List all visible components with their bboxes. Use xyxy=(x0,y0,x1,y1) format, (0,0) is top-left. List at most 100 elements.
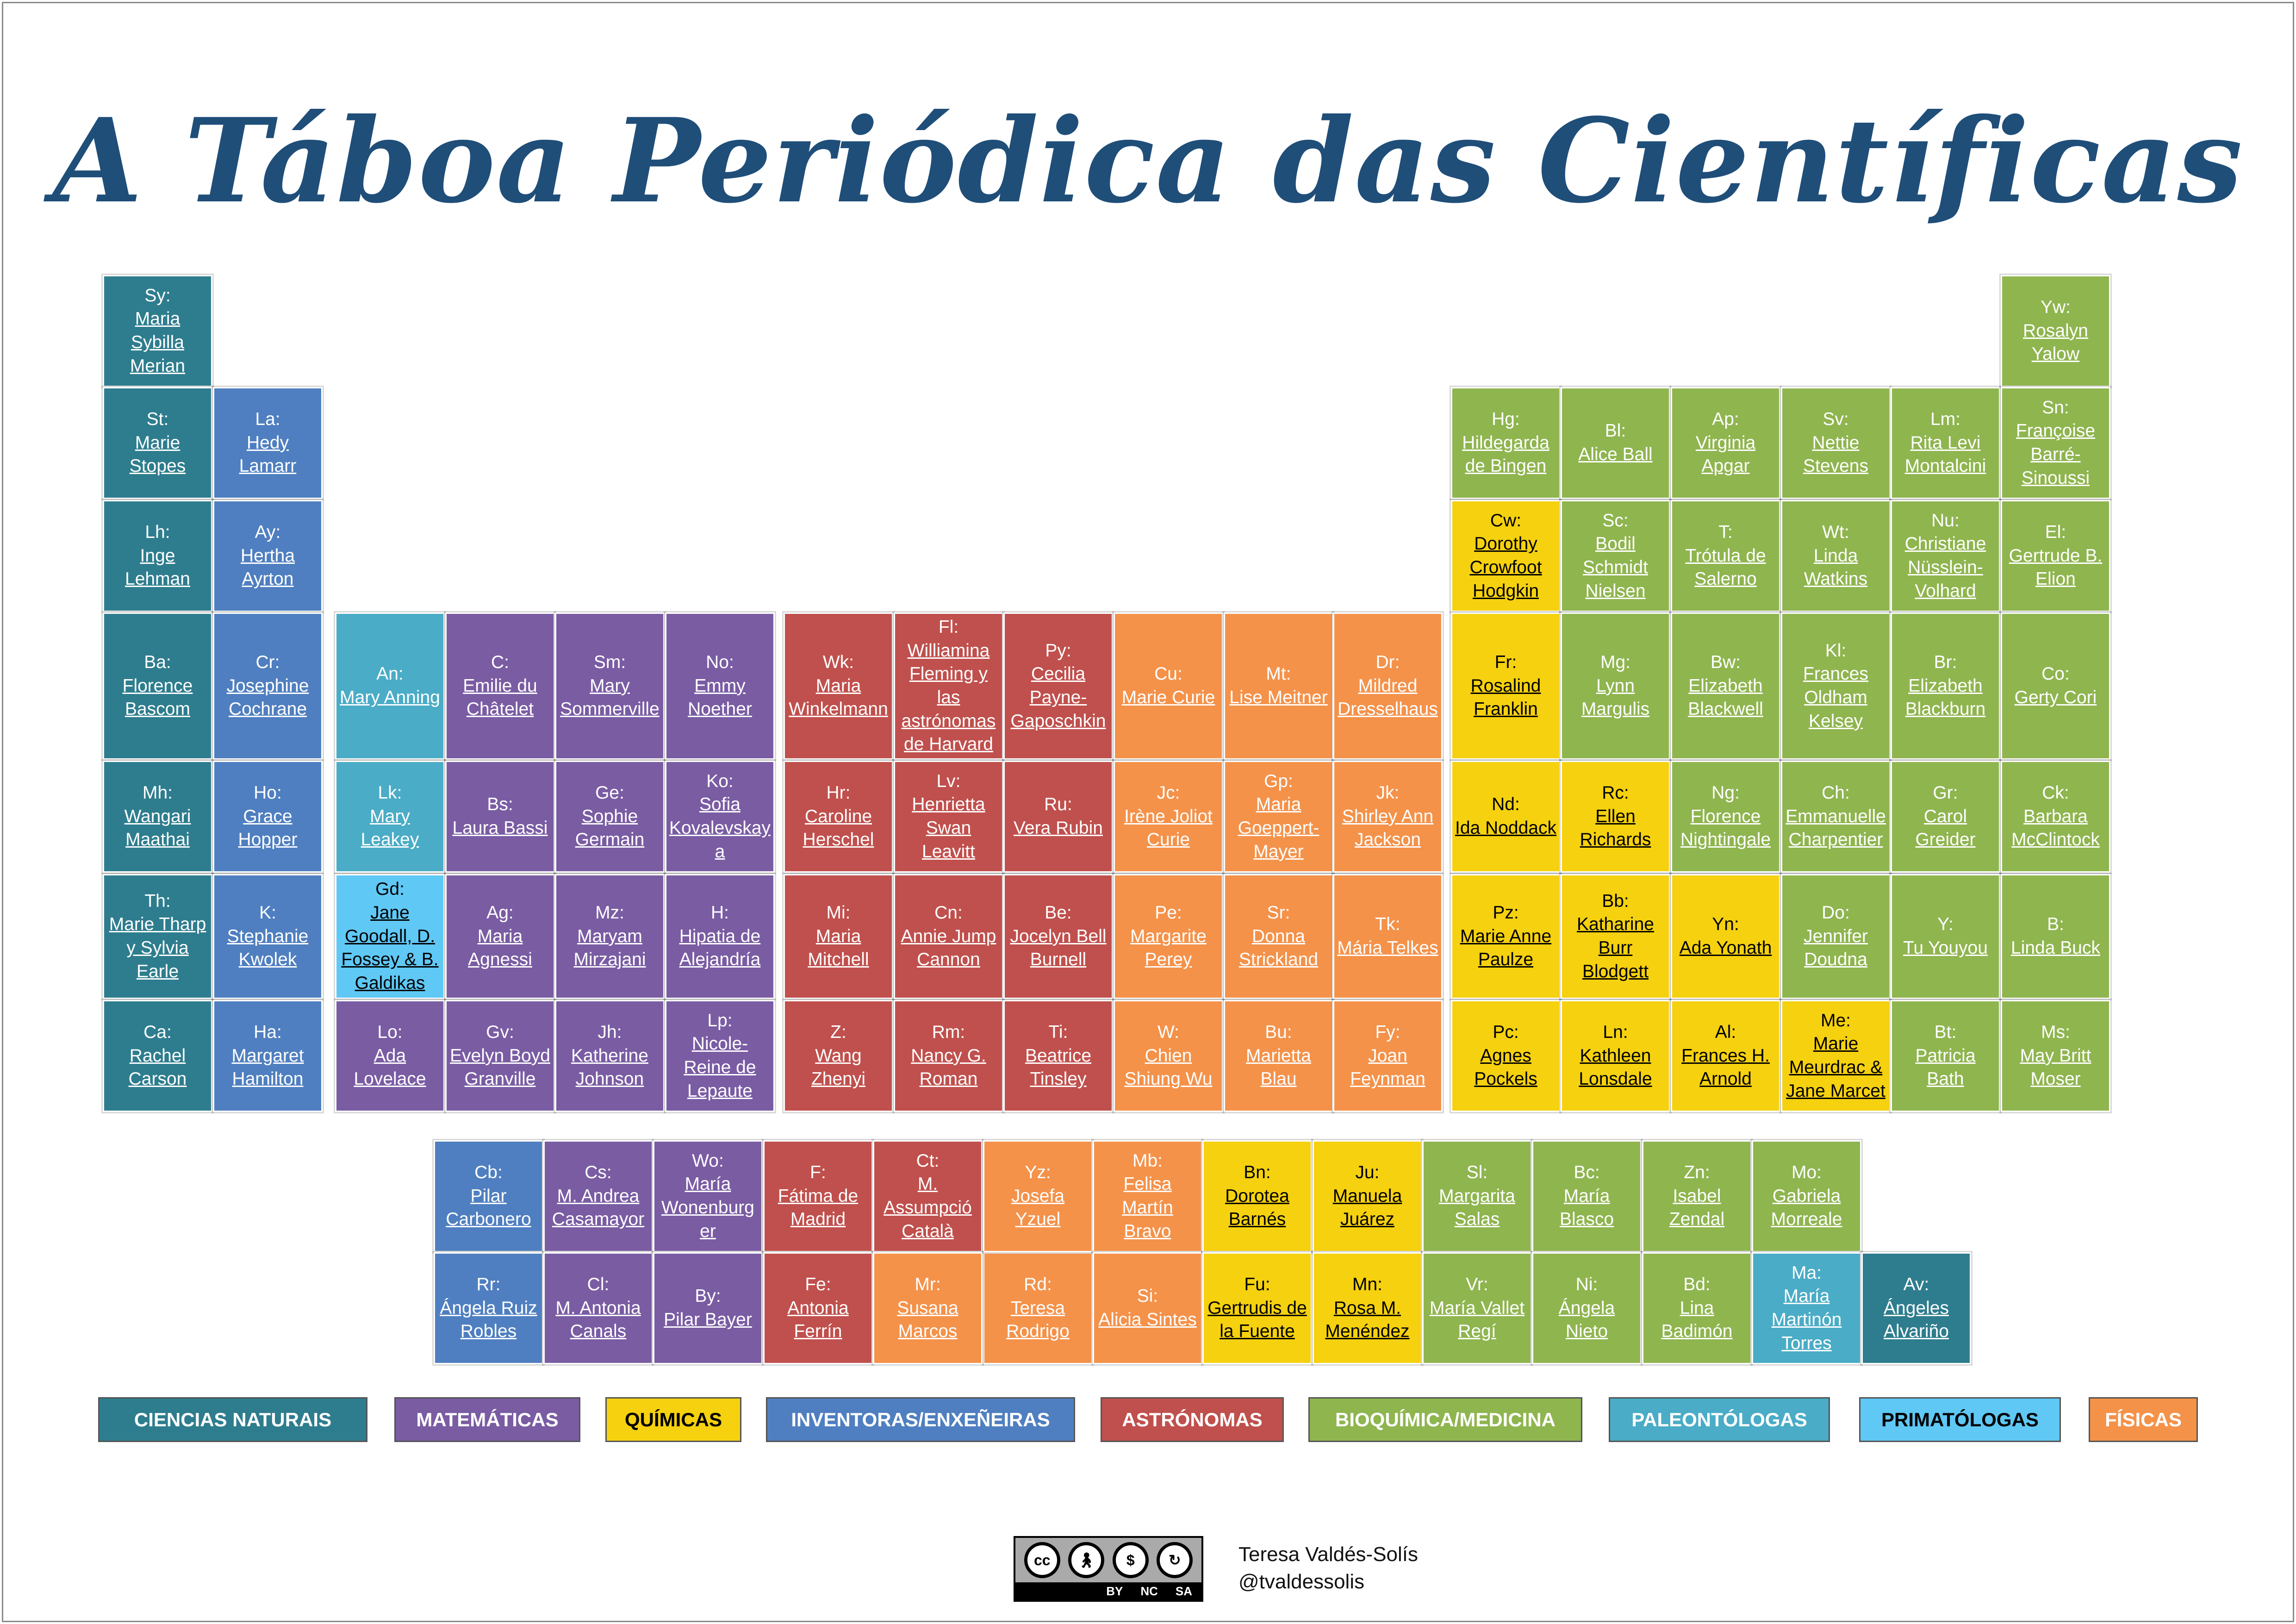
scientist-name-link[interactable]: Elizabeth Blackwell xyxy=(1688,675,1763,719)
scientist-name-link[interactable]: Josephine Cochrane xyxy=(226,675,309,719)
scientist-name-link[interactable]: Manuela Juárez xyxy=(1332,1186,1402,1230)
scientist-name-link[interactable]: Felisa Martín Bravo xyxy=(1122,1174,1173,1241)
scientist-name-link[interactable]: Trótula de Salerno xyxy=(1685,545,1766,589)
scientist-name-link[interactable]: Rosalyn Yalow xyxy=(2023,320,2088,364)
scientist-name-link[interactable]: Nancy G. Roman xyxy=(911,1045,986,1089)
scientist-name-link[interactable]: Chien Shiung Wu xyxy=(1124,1045,1213,1089)
scientist-name-link[interactable]: Fátima de Madrid xyxy=(778,1186,859,1230)
scientist-name-link[interactable]: Gertrudis de la Fuente xyxy=(1207,1298,1307,1342)
scientist-name-link[interactable]: Katharine Burr Blodgett xyxy=(1577,914,1654,981)
scientist-name-link[interactable]: Dorothy Crowfoot Hodgkin xyxy=(1469,534,1542,601)
scientist-name-link[interactable]: Wangari Maathai xyxy=(124,806,191,850)
scientist-name-link[interactable]: Henrietta Swan Leavitt xyxy=(912,794,985,862)
scientist-name-link[interactable]: Virginia Apgar xyxy=(1695,432,1756,476)
scientist-name-link[interactable]: Hertha Ayrton xyxy=(240,545,295,589)
scientist-name-link[interactable]: Bodil Schmidt Nielsen xyxy=(1583,534,1648,601)
scientist-name-link[interactable]: Tu Youyou xyxy=(1903,938,1988,958)
scientist-name-link[interactable]: Maria Winkelmann xyxy=(789,675,888,719)
scientist-name-link[interactable]: Kathleen Lonsdale xyxy=(1579,1045,1652,1089)
scientist-name-link[interactable]: María Martinón Torres xyxy=(1771,1286,1842,1353)
scientist-name-link[interactable]: Mary Leakey xyxy=(361,806,419,850)
scientist-name-link[interactable]: Alicia Sintes xyxy=(1098,1310,1197,1330)
scientist-name-link[interactable]: Florence Nightingale xyxy=(1680,806,1771,850)
scientist-name-link[interactable]: Nettie Stevens xyxy=(1803,432,1868,476)
scientist-name-link[interactable]: Grace Hopper xyxy=(238,806,298,850)
scientist-name-link[interactable]: Wang Zhenyi xyxy=(811,1045,866,1089)
scientist-name-link[interactable]: Françoise Barré-Sinoussi xyxy=(2016,421,2096,488)
scientist-name-link[interactable]: Frances H. Arnold xyxy=(1681,1045,1770,1089)
scientist-name-link[interactable]: Sofia Kovalevskaya xyxy=(669,794,771,862)
scientist-name-link[interactable]: Inge Lehman xyxy=(125,545,190,589)
scientist-name-link[interactable]: Elizabeth Blackburn xyxy=(1905,675,1986,719)
scientist-name-link[interactable]: Pilar Carbonero xyxy=(446,1186,531,1230)
scientist-name-link[interactable]: Rosalind Franklin xyxy=(1470,675,1541,719)
scientist-name-link[interactable]: Ada Lovelace xyxy=(354,1045,426,1089)
scientist-name-link[interactable]: M. Antonia Canals xyxy=(555,1298,641,1342)
scientist-name-link[interactable]: Annie Jump Cannon xyxy=(901,926,996,970)
scientist-name-link[interactable]: Hipatia de Alejandría xyxy=(679,926,761,970)
scientist-name-link[interactable]: Mildred Dresselhaus xyxy=(1338,675,1438,719)
scientist-name-link[interactable]: Linda Buck xyxy=(2011,938,2100,958)
scientist-name-link[interactable]: Nicole-Reine de Lepaute xyxy=(684,1034,756,1101)
scientist-name-link[interactable]: Maria Goeppert-Mayer xyxy=(1238,794,1319,862)
scientist-name-link[interactable]: Margarita Salas xyxy=(1439,1186,1515,1230)
scientist-name-link[interactable]: Teresa Rodrigo xyxy=(1006,1298,1070,1342)
scientist-name-link[interactable]: Lina Badimón xyxy=(1661,1298,1733,1342)
scientist-name-link[interactable]: María Blasco xyxy=(1559,1186,1614,1230)
scientist-name-link[interactable]: Vera Rubin xyxy=(1014,818,1103,838)
scientist-name-link[interactable]: Ángeles Alvariño xyxy=(1884,1298,1949,1342)
scientist-name-link[interactable]: Gabriela Morreale xyxy=(1771,1186,1842,1230)
scientist-name-link[interactable]: Caroline Herschel xyxy=(803,806,874,850)
scientist-name-link[interactable]: Agnes Pockels xyxy=(1474,1045,1537,1089)
scientist-name-link[interactable]: María Vallet Regí xyxy=(1429,1298,1525,1342)
scientist-name-link[interactable]: Ida Noddack xyxy=(1455,818,1556,838)
scientist-name-link[interactable]: Carol Greider xyxy=(1915,806,1976,850)
scientist-name-link[interactable]: Josefa Yzuel xyxy=(1011,1186,1064,1230)
scientist-name-link[interactable]: Stephanie Kwolek xyxy=(227,926,309,970)
scientist-name-link[interactable]: Emmy Noether xyxy=(688,675,752,719)
scientist-name-link[interactable]: Irène Joliot Curie xyxy=(1124,806,1213,850)
scientist-name-link[interactable]: Shirley Ann Jackson xyxy=(1342,806,1434,850)
author-handle[interactable]: @tvaldessolis xyxy=(1238,1570,1365,1593)
scientist-name-link[interactable]: Marie Curie xyxy=(1121,687,1215,707)
scientist-name-link[interactable]: Ellen Richards xyxy=(1580,806,1651,850)
scientist-name-link[interactable]: Marie Stopes xyxy=(129,432,186,476)
scientist-name-link[interactable]: Maria Mitchell xyxy=(808,926,869,970)
scientist-name-link[interactable]: Mary Anning xyxy=(340,687,440,707)
license-badge[interactable]: cc 🚶︎ $ ↻ BY NC SA xyxy=(1014,1536,1203,1602)
scientist-name-link[interactable]: Marie Tharp y Sylvia Earle xyxy=(109,914,206,981)
scientist-name-link[interactable]: Barbara McClintock xyxy=(2011,806,2100,850)
scientist-name-link[interactable]: M. Assumpció Català xyxy=(884,1174,972,1241)
scientist-name-link[interactable]: Emmanuelle Charpentier xyxy=(1786,806,1886,850)
scientist-name-link[interactable]: Alice Ball xyxy=(1578,444,1653,464)
scientist-name-link[interactable]: Mary Sommerville xyxy=(560,675,660,719)
scientist-name-link[interactable]: Antonia Ferrín xyxy=(787,1298,849,1342)
scientist-name-link[interactable]: Emilie du Châtelet xyxy=(463,675,537,719)
scientist-name-link[interactable]: Rachel Carson xyxy=(128,1045,187,1089)
scientist-name-link[interactable]: Jane Goodall, D. Fossey & B. Galdikas xyxy=(341,902,439,993)
scientist-name-link[interactable]: Ada Yonath xyxy=(1679,938,1772,958)
scientist-name-link[interactable]: Isabel Zendal xyxy=(1669,1186,1725,1230)
scientist-name-link[interactable]: Williamina Fleming y las astrónomas de H… xyxy=(901,640,996,755)
scientist-name-link[interactable]: Sophie Germain xyxy=(575,806,645,850)
scientist-name-link[interactable]: M. Andrea Casamayor xyxy=(552,1186,645,1230)
scientist-name-link[interactable]: Maria Agnessi xyxy=(468,926,532,970)
scientist-name-link[interactable]: Mária Telkes xyxy=(1337,938,1438,958)
scientist-name-link[interactable]: Margarite Perey xyxy=(1130,926,1207,970)
scientist-name-link[interactable]: Donna Strickland xyxy=(1238,926,1319,970)
scientist-name-link[interactable]: May Britt Moser xyxy=(2020,1045,2091,1089)
scientist-name-link[interactable]: Frances Oldham Kelsey xyxy=(1803,664,1868,731)
scientist-name-link[interactable]: Jocelyn Bell Burnell xyxy=(1010,926,1107,970)
scientist-name-link[interactable]: Hedy Lamarr xyxy=(239,432,297,476)
scientist-name-link[interactable]: Pilar Bayer xyxy=(664,1310,752,1330)
scientist-name-link[interactable]: Ángela Nieto xyxy=(1558,1298,1615,1342)
scientist-name-link[interactable]: Joan Feynman xyxy=(1350,1045,1425,1089)
scientist-name-link[interactable]: Maria Sybilla Merian xyxy=(130,309,186,376)
scientist-name-link[interactable]: Katherine Johnson xyxy=(571,1045,648,1089)
scientist-name-link[interactable]: Patricia Bath xyxy=(1915,1045,1976,1089)
scientist-name-link[interactable]: Lynn Margulis xyxy=(1581,675,1650,719)
scientist-name-link[interactable]: Susana Marcos xyxy=(897,1298,958,1342)
scientist-name-link[interactable]: Jennifer Doudna xyxy=(1804,926,1868,970)
scientist-name-link[interactable]: Dorotea Barnés xyxy=(1225,1186,1289,1230)
scientist-name-link[interactable]: Beatrice Tinsley xyxy=(1025,1045,1092,1089)
